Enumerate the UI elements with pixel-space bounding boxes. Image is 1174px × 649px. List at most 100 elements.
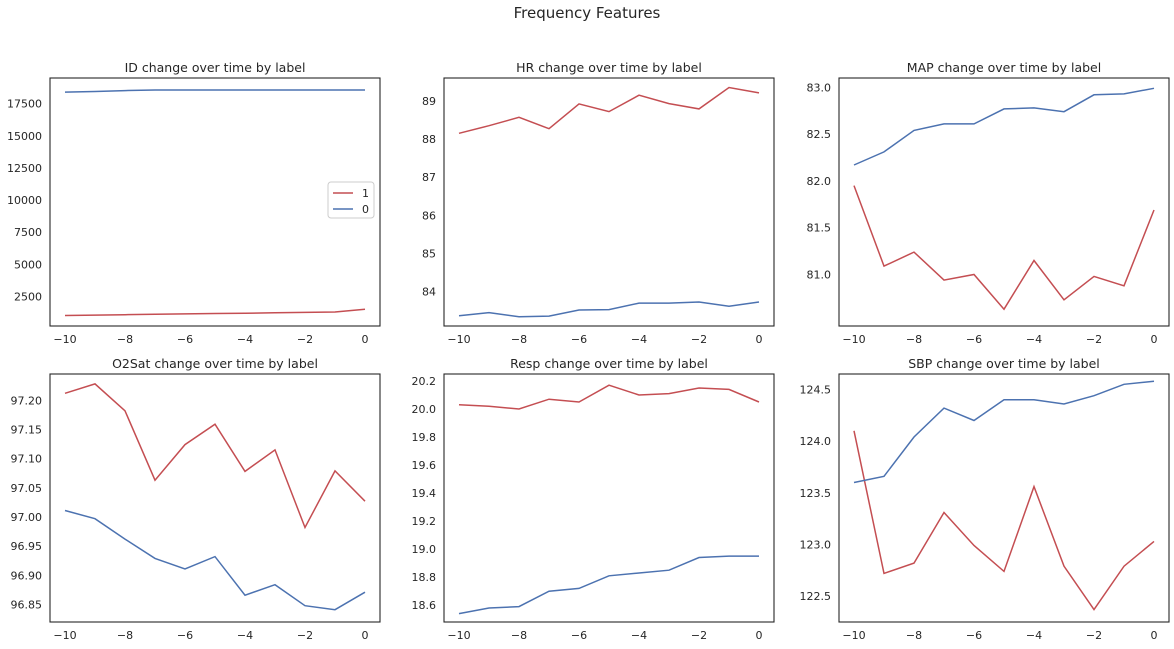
subplot-title: SBP change over time by label bbox=[908, 356, 1100, 371]
y-tick-label: 18.8 bbox=[412, 571, 437, 584]
axes-frame bbox=[443, 373, 775, 623]
y-tick-label: 85 bbox=[422, 248, 436, 261]
y-tick-label: 18.6 bbox=[412, 599, 437, 612]
x-tick-label: −4 bbox=[1026, 333, 1042, 346]
x-tick-label: −4 bbox=[631, 629, 647, 642]
legend-label-1: 1 bbox=[362, 187, 369, 200]
subplot-title: O2Sat change over time by label bbox=[112, 356, 318, 371]
x-tick-label: −4 bbox=[237, 629, 253, 642]
series-line-1 bbox=[853, 430, 1155, 611]
x-tick-label: −8 bbox=[117, 629, 133, 642]
x-tick-label: −2 bbox=[297, 333, 313, 346]
x-tick-label: −6 bbox=[966, 629, 982, 642]
y-tick-label: 97.00 bbox=[11, 511, 43, 524]
series-line-0 bbox=[64, 89, 365, 93]
subplot-1: ID change over time by label −10 −8 −6 −4 −2 0… bbox=[7, 60, 381, 346]
y-tick-label: 97.05 bbox=[11, 482, 43, 495]
series-line-1 bbox=[853, 185, 1155, 311]
x-tick-label: −4 bbox=[237, 333, 253, 346]
y-tick-label: 20.2 bbox=[412, 375, 437, 388]
y-tick-label: 7500 bbox=[14, 226, 42, 239]
y-tick-label: 19.0 bbox=[412, 543, 437, 556]
series-line-1 bbox=[458, 86, 760, 135]
axes-frame bbox=[838, 77, 1170, 327]
subplot-title: HR change over time by label bbox=[516, 60, 702, 75]
x-tick-label: −10 bbox=[53, 629, 76, 642]
y-tick-label: 10000 bbox=[7, 194, 42, 207]
x-tick-label: −8 bbox=[511, 333, 527, 346]
subplot-title: Resp change over time by label bbox=[510, 356, 708, 371]
x-tick-label: −2 bbox=[691, 333, 707, 346]
x-tick-label: −8 bbox=[511, 629, 527, 642]
x-tick-label: −10 bbox=[447, 629, 470, 642]
series-line-1 bbox=[64, 383, 366, 530]
x-tick-label: −10 bbox=[842, 333, 865, 346]
y-tick-label: 17500 bbox=[7, 98, 42, 111]
y-tick-label: 97.15 bbox=[11, 423, 43, 436]
y-tick-label: 88 bbox=[422, 133, 436, 146]
y-tick-label: 12500 bbox=[7, 162, 42, 175]
y-tick-label: 19.6 bbox=[412, 459, 437, 472]
x-tick-label: −8 bbox=[117, 333, 133, 346]
y-tick-label: 20.0 bbox=[412, 403, 437, 416]
y-tick-label: 2500 bbox=[14, 290, 42, 303]
axes-frame bbox=[49, 373, 381, 623]
x-tick-label: −2 bbox=[297, 629, 313, 642]
x-tick-label: 0 bbox=[362, 333, 369, 346]
y-tick-label: 86 bbox=[422, 209, 436, 222]
y-tick-label: 82.5 bbox=[807, 128, 832, 141]
y-tick-label: 97.20 bbox=[11, 394, 43, 407]
y-tick-label: 124.0 bbox=[800, 435, 832, 448]
y-tick-label: 96.90 bbox=[11, 569, 43, 582]
x-tick-label: 0 bbox=[756, 629, 763, 642]
y-tick-label: 5000 bbox=[14, 258, 42, 271]
series-line-0 bbox=[853, 87, 1155, 166]
x-tick-label: −2 bbox=[1086, 629, 1102, 642]
axes-frame bbox=[49, 77, 381, 327]
x-tick-label: −10 bbox=[447, 333, 470, 346]
x-tick-label: −6 bbox=[966, 333, 982, 346]
x-tick-label: −6 bbox=[177, 629, 193, 642]
x-tick-label: −8 bbox=[906, 333, 922, 346]
x-tick-label: −8 bbox=[906, 629, 922, 642]
y-tick-label: 81.0 bbox=[807, 269, 832, 282]
y-tick-label: 82.0 bbox=[807, 175, 832, 188]
x-tick-label: −2 bbox=[1086, 333, 1102, 346]
subplot-6: SBP change over time by label −10 −8 −6 −4 −2… bbox=[800, 356, 1170, 642]
subplot-2: HR change over time by label −10 −8 −6 −4 −2 0… bbox=[422, 60, 775, 346]
y-tick-label: 122.5 bbox=[800, 590, 832, 603]
x-tick-label: 0 bbox=[1151, 333, 1158, 346]
figure-title: Frequency Features bbox=[513, 4, 661, 22]
x-tick-label: −6 bbox=[571, 333, 587, 346]
subplot-title: MAP change over time by label bbox=[907, 60, 1101, 75]
legend-label-0: 0 bbox=[362, 203, 369, 216]
y-tick-label: 84 bbox=[422, 286, 436, 299]
y-tick-label: 19.8 bbox=[412, 431, 437, 444]
x-tick-label: −6 bbox=[177, 333, 193, 346]
y-tick-label: 96.85 bbox=[11, 598, 43, 611]
x-tick-label: 0 bbox=[1151, 629, 1158, 642]
x-tick-label: −6 bbox=[571, 629, 587, 642]
x-tick-label: 0 bbox=[756, 333, 763, 346]
subplot-title: ID change over time by label bbox=[125, 60, 306, 75]
y-tick-label: 123.0 bbox=[800, 539, 832, 552]
x-tick-label: 0 bbox=[362, 629, 369, 642]
x-tick-label: −10 bbox=[53, 333, 76, 346]
series-line-0 bbox=[64, 509, 366, 611]
y-tick-label: 81.5 bbox=[807, 222, 832, 235]
series-line-1 bbox=[458, 384, 760, 410]
y-tick-label: 87 bbox=[422, 171, 436, 184]
legend: 10 bbox=[327, 181, 375, 219]
x-tick-label: −4 bbox=[1026, 629, 1042, 642]
axes-frame bbox=[838, 373, 1170, 623]
y-tick-label: 15000 bbox=[7, 130, 42, 143]
series-line-0 bbox=[458, 555, 759, 615]
y-tick-label: 89 bbox=[422, 95, 436, 108]
y-tick-label: 123.5 bbox=[800, 487, 832, 500]
y-tick-label: 19.2 bbox=[412, 515, 437, 528]
y-tick-label: 19.4 bbox=[412, 487, 437, 500]
series-line-1 bbox=[64, 308, 366, 317]
x-tick-label: −10 bbox=[842, 629, 865, 642]
axes-frame bbox=[443, 77, 775, 327]
